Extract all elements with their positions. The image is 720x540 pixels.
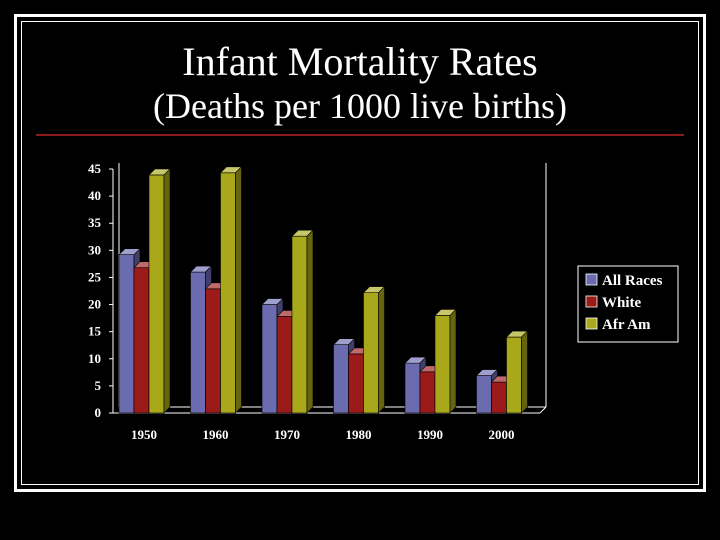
title-divider <box>36 134 684 136</box>
bar <box>220 172 236 414</box>
legend-swatch <box>585 295 598 308</box>
bar <box>261 304 278 414</box>
slide-subtitle: (Deaths per 1000 live births) <box>153 86 567 126</box>
bar-side <box>449 308 457 414</box>
x-tick-label: 1950 <box>131 427 157 442</box>
bar <box>333 344 349 414</box>
bar <box>276 316 293 414</box>
bar <box>190 271 206 414</box>
y-tick-label: 30 <box>88 242 101 257</box>
legend-label: White <box>602 295 642 311</box>
y-tick-label: 15 <box>88 324 102 339</box>
slide-frame-outer <box>14 14 706 492</box>
bar <box>491 381 507 414</box>
bar <box>419 371 436 414</box>
y-tick-label: 45 <box>88 161 102 176</box>
bar-side <box>521 330 528 414</box>
y-tick-label: 10 <box>88 351 101 366</box>
y-tick-label: 20 <box>88 297 101 312</box>
x-tick-label: 1980 <box>346 427 372 442</box>
bar <box>363 292 379 414</box>
bar-side <box>163 168 171 414</box>
bar <box>476 375 492 414</box>
bar <box>434 315 451 414</box>
y-tick-label: 0 <box>95 405 102 420</box>
bar <box>404 362 421 414</box>
bar <box>506 336 522 414</box>
floor-corner <box>539 406 547 414</box>
bar-side <box>306 229 314 414</box>
x-tick-label: 2000 <box>489 427 515 442</box>
bar <box>348 353 364 414</box>
x-tick-label: 1990 <box>417 427 443 442</box>
x-tick-label: 1960 <box>203 427 229 442</box>
bar <box>118 254 135 414</box>
y-tick-label: 40 <box>88 188 101 203</box>
bar <box>291 235 308 414</box>
legend-swatch <box>585 317 598 330</box>
legend-swatch <box>585 273 598 286</box>
bar <box>205 288 221 414</box>
bar <box>133 267 150 414</box>
y-tick-label: 5 <box>95 378 102 393</box>
legend-label: Afr Am <box>602 317 651 333</box>
x-tick-label: 1970 <box>274 427 300 442</box>
legend-label: All Races <box>602 273 663 289</box>
slide-title: Infant Mortality Rates <box>182 39 538 84</box>
slide-frame-inner <box>21 21 699 485</box>
y-tick-label: 35 <box>88 215 102 230</box>
bar <box>148 174 165 414</box>
bar-side <box>378 285 385 414</box>
bar-side <box>235 166 242 414</box>
y-tick-label: 25 <box>88 269 102 284</box>
